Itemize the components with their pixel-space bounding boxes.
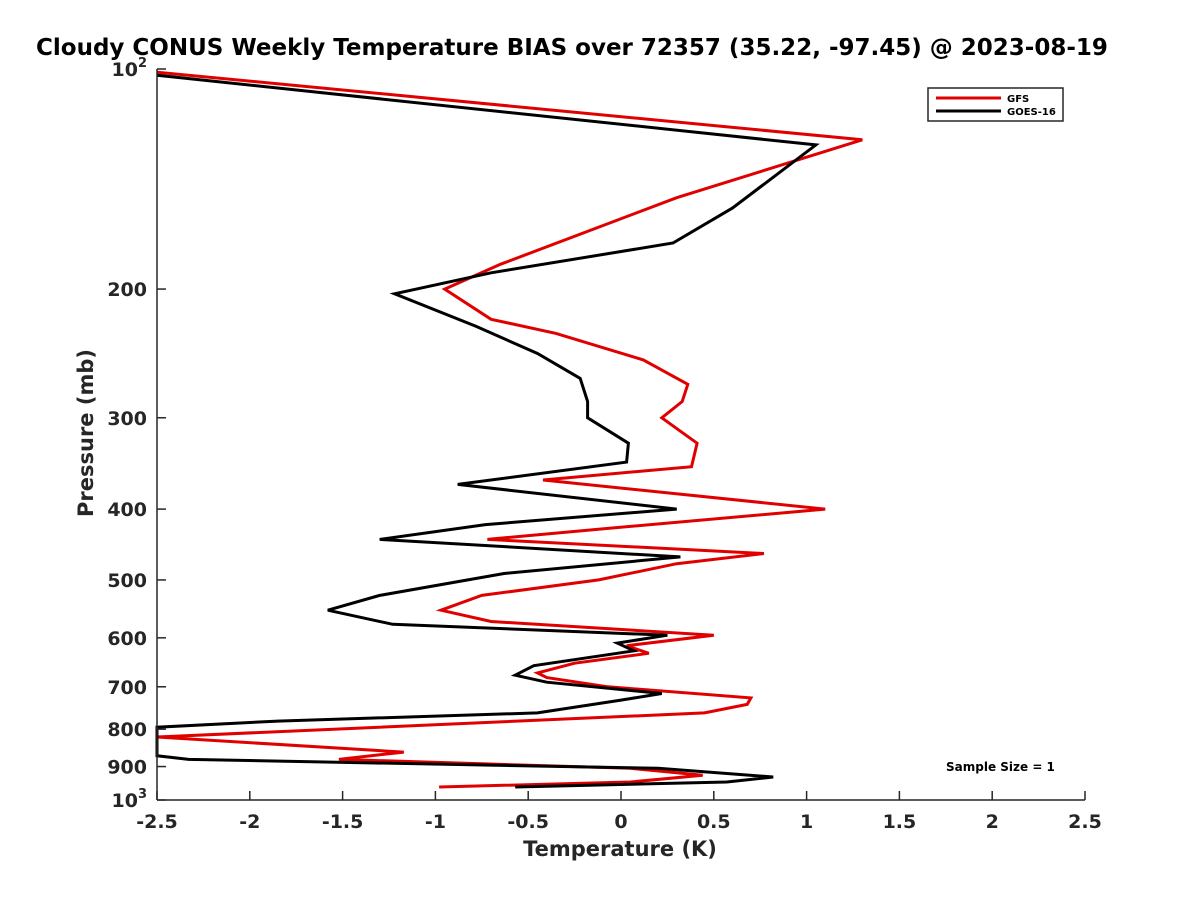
y-tick-label-base: 10: [112, 59, 138, 81]
legend-label-0: GFS: [1007, 94, 1029, 105]
x-tick-label: -0.5: [507, 811, 549, 833]
series-line-0: [156, 70, 863, 789]
x-tick-label: -1.5: [322, 811, 364, 833]
y-tick-label-exponent: 2: [138, 56, 147, 71]
x-tick-label: 2: [986, 811, 999, 833]
y-axis-label: Pressure (mb): [74, 349, 98, 517]
plot-lines: [155, 70, 863, 789]
x-tick-label: -1: [425, 811, 446, 833]
x-tick-label: -2.5: [136, 811, 178, 833]
y-tick-label: 103: [112, 787, 148, 812]
x-tick-label: 0: [614, 811, 627, 833]
y-tick-label-base: 800: [107, 719, 147, 741]
y-tick-label-base: 500: [107, 570, 147, 592]
y-tick-label: 500: [107, 570, 147, 592]
y-tick-label-base: 200: [107, 279, 147, 301]
series-line-1: [155, 73, 820, 789]
x-axis-ticks: -2.5 -2 -1.5 -1 -0.5 0 0.5 1 1.5 2 2.5: [136, 791, 1102, 833]
annotation-0: Sample Size = 1: [946, 760, 1055, 774]
y-tick-label-base: 300: [107, 408, 147, 430]
x-tick-label: 0.5: [697, 811, 731, 833]
x-tick-label: -2: [239, 811, 260, 833]
chart-title: Cloudy CONUS Weekly Temperature BIAS ove…: [36, 35, 1108, 61]
y-tick-label-base: 600: [107, 628, 147, 650]
x-tick-label: 1: [800, 811, 813, 833]
y-tick-label-base: 400: [107, 499, 147, 521]
y-tick-label: 600: [107, 628, 147, 650]
x-tick-label: 1.5: [883, 811, 917, 833]
y-tick-label-base: 10: [112, 790, 138, 812]
legend-box: [927, 87, 1064, 122]
y-tick-label: 400: [107, 499, 147, 521]
y-tick-label-base: 700: [107, 677, 147, 699]
y-tick-label: 900: [107, 757, 147, 779]
x-tick-label: 2.5: [1068, 811, 1102, 833]
y-tick-label-exponent: 3: [138, 787, 147, 802]
y-tick-label: 300: [107, 408, 147, 430]
y-tick-label: 800: [107, 719, 147, 741]
legend-label-1: GOES-16: [1007, 107, 1056, 118]
y-tick-label-base: 900: [107, 757, 147, 779]
y-tick-label: 102: [112, 56, 148, 81]
x-axis-label: Temperature (K): [523, 837, 717, 861]
y-tick-label: 700: [107, 677, 147, 699]
annotations: Sample Size = 1: [946, 760, 1055, 774]
y-tick-label: 200: [107, 279, 147, 301]
legend: GFS GOES-16: [927, 87, 1064, 122]
